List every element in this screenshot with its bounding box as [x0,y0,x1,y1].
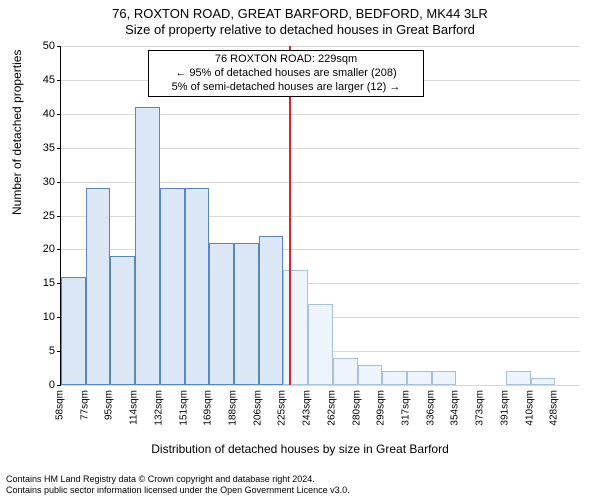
annotation-box: 76 ROXTON ROAD: 229sqm← 95% of detached … [148,50,424,97]
ytick-label: 10 [25,311,55,323]
annotation-line-2: ← 95% of detached houses are smaller (20… [155,67,417,81]
ytick-label: 40 [25,108,55,120]
footer-attribution: Contains HM Land Registry data © Crown c… [6,474,350,496]
xtick-label: 317sqm [401,390,412,426]
xtick-label: 114sqm [129,390,140,425]
ytick-mark [57,148,61,149]
xtick-label: 151sqm [178,390,189,426]
chart-area: 76 ROXTON ROAD: 229sqm← 95% of detached … [60,46,580,416]
histogram-bar [531,378,556,385]
x-axis-label: Distribution of detached houses by size … [0,442,600,456]
annotation-line-1: 76 ROXTON ROAD: 229sqm [155,53,417,67]
ytick-mark [57,249,61,250]
ytick-label: 30 [25,176,55,188]
ytick-mark [57,216,61,217]
histogram-bar [382,371,407,385]
histogram-bar [259,236,284,385]
ytick-label: 0 [25,379,55,391]
ytick-label: 45 [25,74,55,86]
histogram-bar [86,188,111,385]
chart-container: 76, ROXTON ROAD, GREAT BARFORD, BEDFORD,… [0,0,600,500]
plot-region: 76 ROXTON ROAD: 229sqm← 95% of detached … [60,46,580,386]
xtick-label: 206sqm [252,390,263,426]
xtick-label: 243sqm [302,390,313,426]
ytick-label: 50 [25,40,55,52]
histogram-bar [209,243,234,385]
xtick-label: 336sqm [425,390,436,426]
xtick-label: 132sqm [153,390,164,426]
xtick-label: 391sqm [499,390,510,426]
title-line-1: 76, ROXTON ROAD, GREAT BARFORD, BEDFORD,… [0,0,600,22]
ytick-label: 20 [25,243,55,255]
footer-line-2: Contains public sector information licen… [6,485,350,496]
xtick-label: 188sqm [228,390,239,426]
histogram-bar [407,371,432,385]
ytick-label: 25 [25,210,55,222]
xtick-label: 77sqm [79,390,90,420]
histogram-bar [283,270,308,385]
ytick-mark [57,182,61,183]
xtick-label: 373sqm [475,390,486,426]
ytick-label: 5 [25,345,55,357]
histogram-bar [110,256,135,385]
grid-line [61,46,580,47]
histogram-bar [61,277,86,385]
title-line-2: Size of property relative to detached ho… [0,22,600,40]
ytick-mark [57,385,61,386]
y-axis-label: Number of detached properties [10,50,24,215]
xtick-label: 280sqm [351,390,362,426]
histogram-bar [185,188,210,385]
xtick-label: 262sqm [326,390,337,426]
histogram-bar [506,371,531,385]
histogram-bar [160,188,185,385]
footer-line-1: Contains HM Land Registry data © Crown c… [6,474,350,485]
ytick-label: 15 [25,277,55,289]
xtick-label: 410sqm [524,390,535,426]
xtick-label: 354sqm [450,390,461,426]
ytick-mark [57,46,61,47]
annotation-line-3: 5% of semi-detached houses are larger (1… [155,81,417,95]
histogram-bar [234,243,259,385]
histogram-bar [308,304,333,385]
xtick-label: 58sqm [55,390,66,420]
histogram-bar [135,107,160,385]
ytick-mark [57,114,61,115]
ytick-mark [57,80,61,81]
xtick-label: 95sqm [104,390,115,420]
xtick-label: 169sqm [203,390,214,426]
grid-line [61,385,580,386]
histogram-bar [333,358,358,385]
xtick-label: 428sqm [549,390,560,426]
histogram-bar [358,365,383,385]
ytick-label: 35 [25,142,55,154]
xtick-label: 225sqm [277,390,288,426]
histogram-bar [432,371,457,385]
xtick-label: 299sqm [376,390,387,426]
